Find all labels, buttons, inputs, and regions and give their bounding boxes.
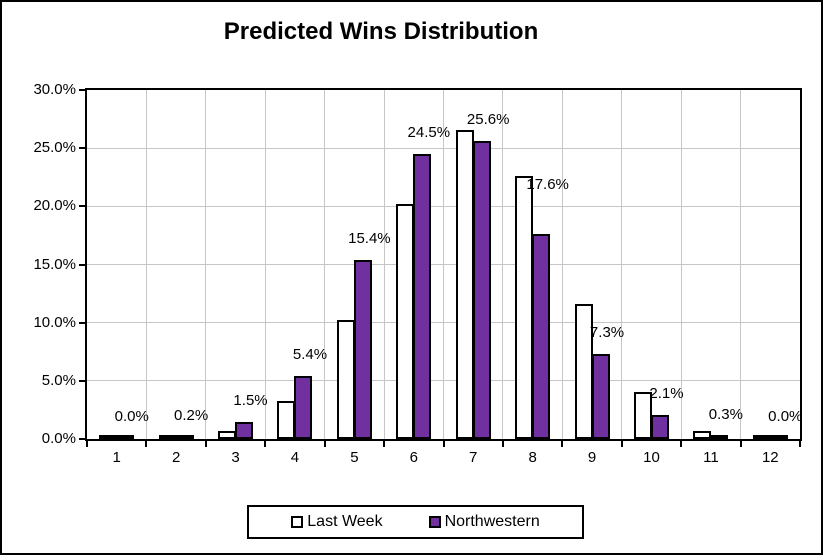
x-tick-label: 9 [587, 449, 597, 466]
y-axis-tick [79, 205, 86, 208]
x-axis-tick [264, 441, 267, 447]
bar-northwestern [175, 435, 194, 439]
bar-last-week [99, 435, 118, 439]
bar-northwestern [294, 376, 313, 439]
x-tick-label: 2 [171, 449, 181, 466]
data-label: 24.5% [407, 123, 451, 141]
bar-last-week [752, 435, 771, 439]
y-tick-label: 30.0% [33, 81, 76, 98]
y-axis-tick [79, 379, 86, 382]
bar-northwestern [591, 354, 610, 439]
bar-northwestern [235, 421, 254, 439]
y-axis-tick [79, 147, 86, 150]
bar-last-week [336, 320, 355, 439]
bar-northwestern [710, 435, 729, 439]
x-tick-label: 5 [350, 449, 359, 466]
bar-last-week [158, 435, 177, 439]
x-axis-tick [739, 441, 742, 447]
bar-last-week [515, 176, 534, 439]
data-label: 17.6% [526, 176, 569, 194]
bar-northwestern [116, 435, 135, 439]
x-axis-tick [620, 441, 623, 447]
bar-last-week [396, 204, 415, 439]
legend-label-last-week: Last Week [307, 513, 383, 530]
y-tick-label: 20.0% [33, 197, 76, 215]
x-tick-label: 11 [703, 449, 719, 466]
bar-northwestern [413, 153, 432, 439]
y-tick-label: 10.0% [33, 313, 76, 331]
x-axis-tick [323, 441, 326, 447]
legend-label-northwestern: Northwestern [444, 513, 540, 530]
data-label: 5.4% [292, 346, 328, 364]
legend-marker-northwestern [428, 516, 441, 528]
x-tick-label: 6 [409, 449, 418, 466]
gridline-v [443, 90, 444, 439]
gridline-v [621, 90, 623, 439]
y-tick-label: 25.0% [33, 139, 76, 157]
bar-northwestern [769, 435, 788, 439]
chart-title: Predicted Wins Distribution [223, 18, 539, 45]
bar-last-week [277, 400, 296, 439]
gridline-v [740, 90, 742, 439]
x-tick-label: 1 [112, 449, 121, 466]
x-axis-tick [442, 441, 445, 447]
x-tick-label: 4 [290, 449, 300, 466]
x-axis-tick [145, 441, 148, 447]
gridline-v [145, 90, 147, 439]
y-axis-tick [79, 263, 86, 266]
data-label: 7.3% [589, 324, 625, 342]
legend-item-northwestern: Northwestern [428, 513, 540, 531]
x-axis-tick [86, 441, 88, 447]
x-axis-tick [501, 441, 504, 447]
gridline-v [383, 90, 385, 439]
bar-northwestern [532, 234, 551, 439]
gridline-v [264, 90, 266, 439]
y-axis-tick [79, 321, 86, 324]
data-label: 0.3% [708, 405, 743, 423]
x-axis-tick [561, 441, 564, 447]
y-tick-label: 5.0% [41, 371, 76, 389]
data-label: 0.0% [768, 408, 803, 425]
bar-northwestern [353, 259, 372, 439]
legend-marker-last-week [291, 516, 304, 528]
x-axis-tick [680, 441, 683, 447]
gridline-v [680, 90, 682, 439]
legend: Last Week Northwestern [247, 505, 584, 539]
gridline-v [205, 90, 207, 439]
y-axis-tick [79, 438, 86, 440]
bar-last-week [455, 129, 474, 439]
x-axis-tick [383, 441, 386, 447]
plot-area: 0.0% 0.2% 1.5% 5.4% 15.4% 24.5% 25.6% 17.6% 7.3%… [85, 88, 802, 441]
bar-last-week [218, 430, 237, 439]
x-tick-label: 7 [469, 449, 478, 466]
data-label: 1.5% [233, 391, 268, 409]
x-axis-tick [799, 441, 801, 447]
bar-last-week [693, 430, 712, 439]
y-tick-label: 0.0% [41, 430, 76, 447]
data-label: 0.0% [114, 408, 149, 425]
data-label: 15.4% [348, 229, 391, 247]
x-tick-label: 8 [528, 449, 537, 466]
x-tick-label: 10 [643, 449, 660, 466]
data-label: 0.2% [174, 406, 209, 424]
gridline-v [502, 90, 504, 439]
data-label: 25.6% [466, 111, 510, 129]
gridline-v [561, 90, 563, 439]
x-tick-label: 12 [761, 449, 779, 466]
gridline-v [324, 90, 326, 439]
y-tick-label: 15.0% [33, 255, 76, 273]
data-label: 2.1% [649, 384, 684, 402]
bar-northwestern [472, 141, 491, 439]
y-axis-tick [79, 89, 86, 91]
legend-item-last-week: Last Week [291, 513, 383, 531]
x-axis-tick [204, 441, 207, 447]
bar-northwestern [650, 414, 669, 439]
x-tick-label: 3 [231, 449, 240, 466]
